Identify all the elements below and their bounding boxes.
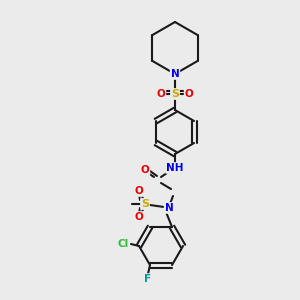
Text: N: N (165, 203, 173, 213)
Text: Cl: Cl (117, 239, 129, 249)
Text: O: O (135, 186, 143, 196)
Text: NH: NH (166, 163, 184, 173)
Text: O: O (135, 212, 143, 222)
Text: N: N (171, 69, 179, 79)
Text: S: S (171, 89, 179, 99)
Text: S: S (141, 199, 149, 209)
Text: F: F (144, 274, 152, 284)
Text: O: O (184, 89, 194, 99)
Text: O: O (157, 89, 165, 99)
Text: O: O (141, 165, 149, 175)
